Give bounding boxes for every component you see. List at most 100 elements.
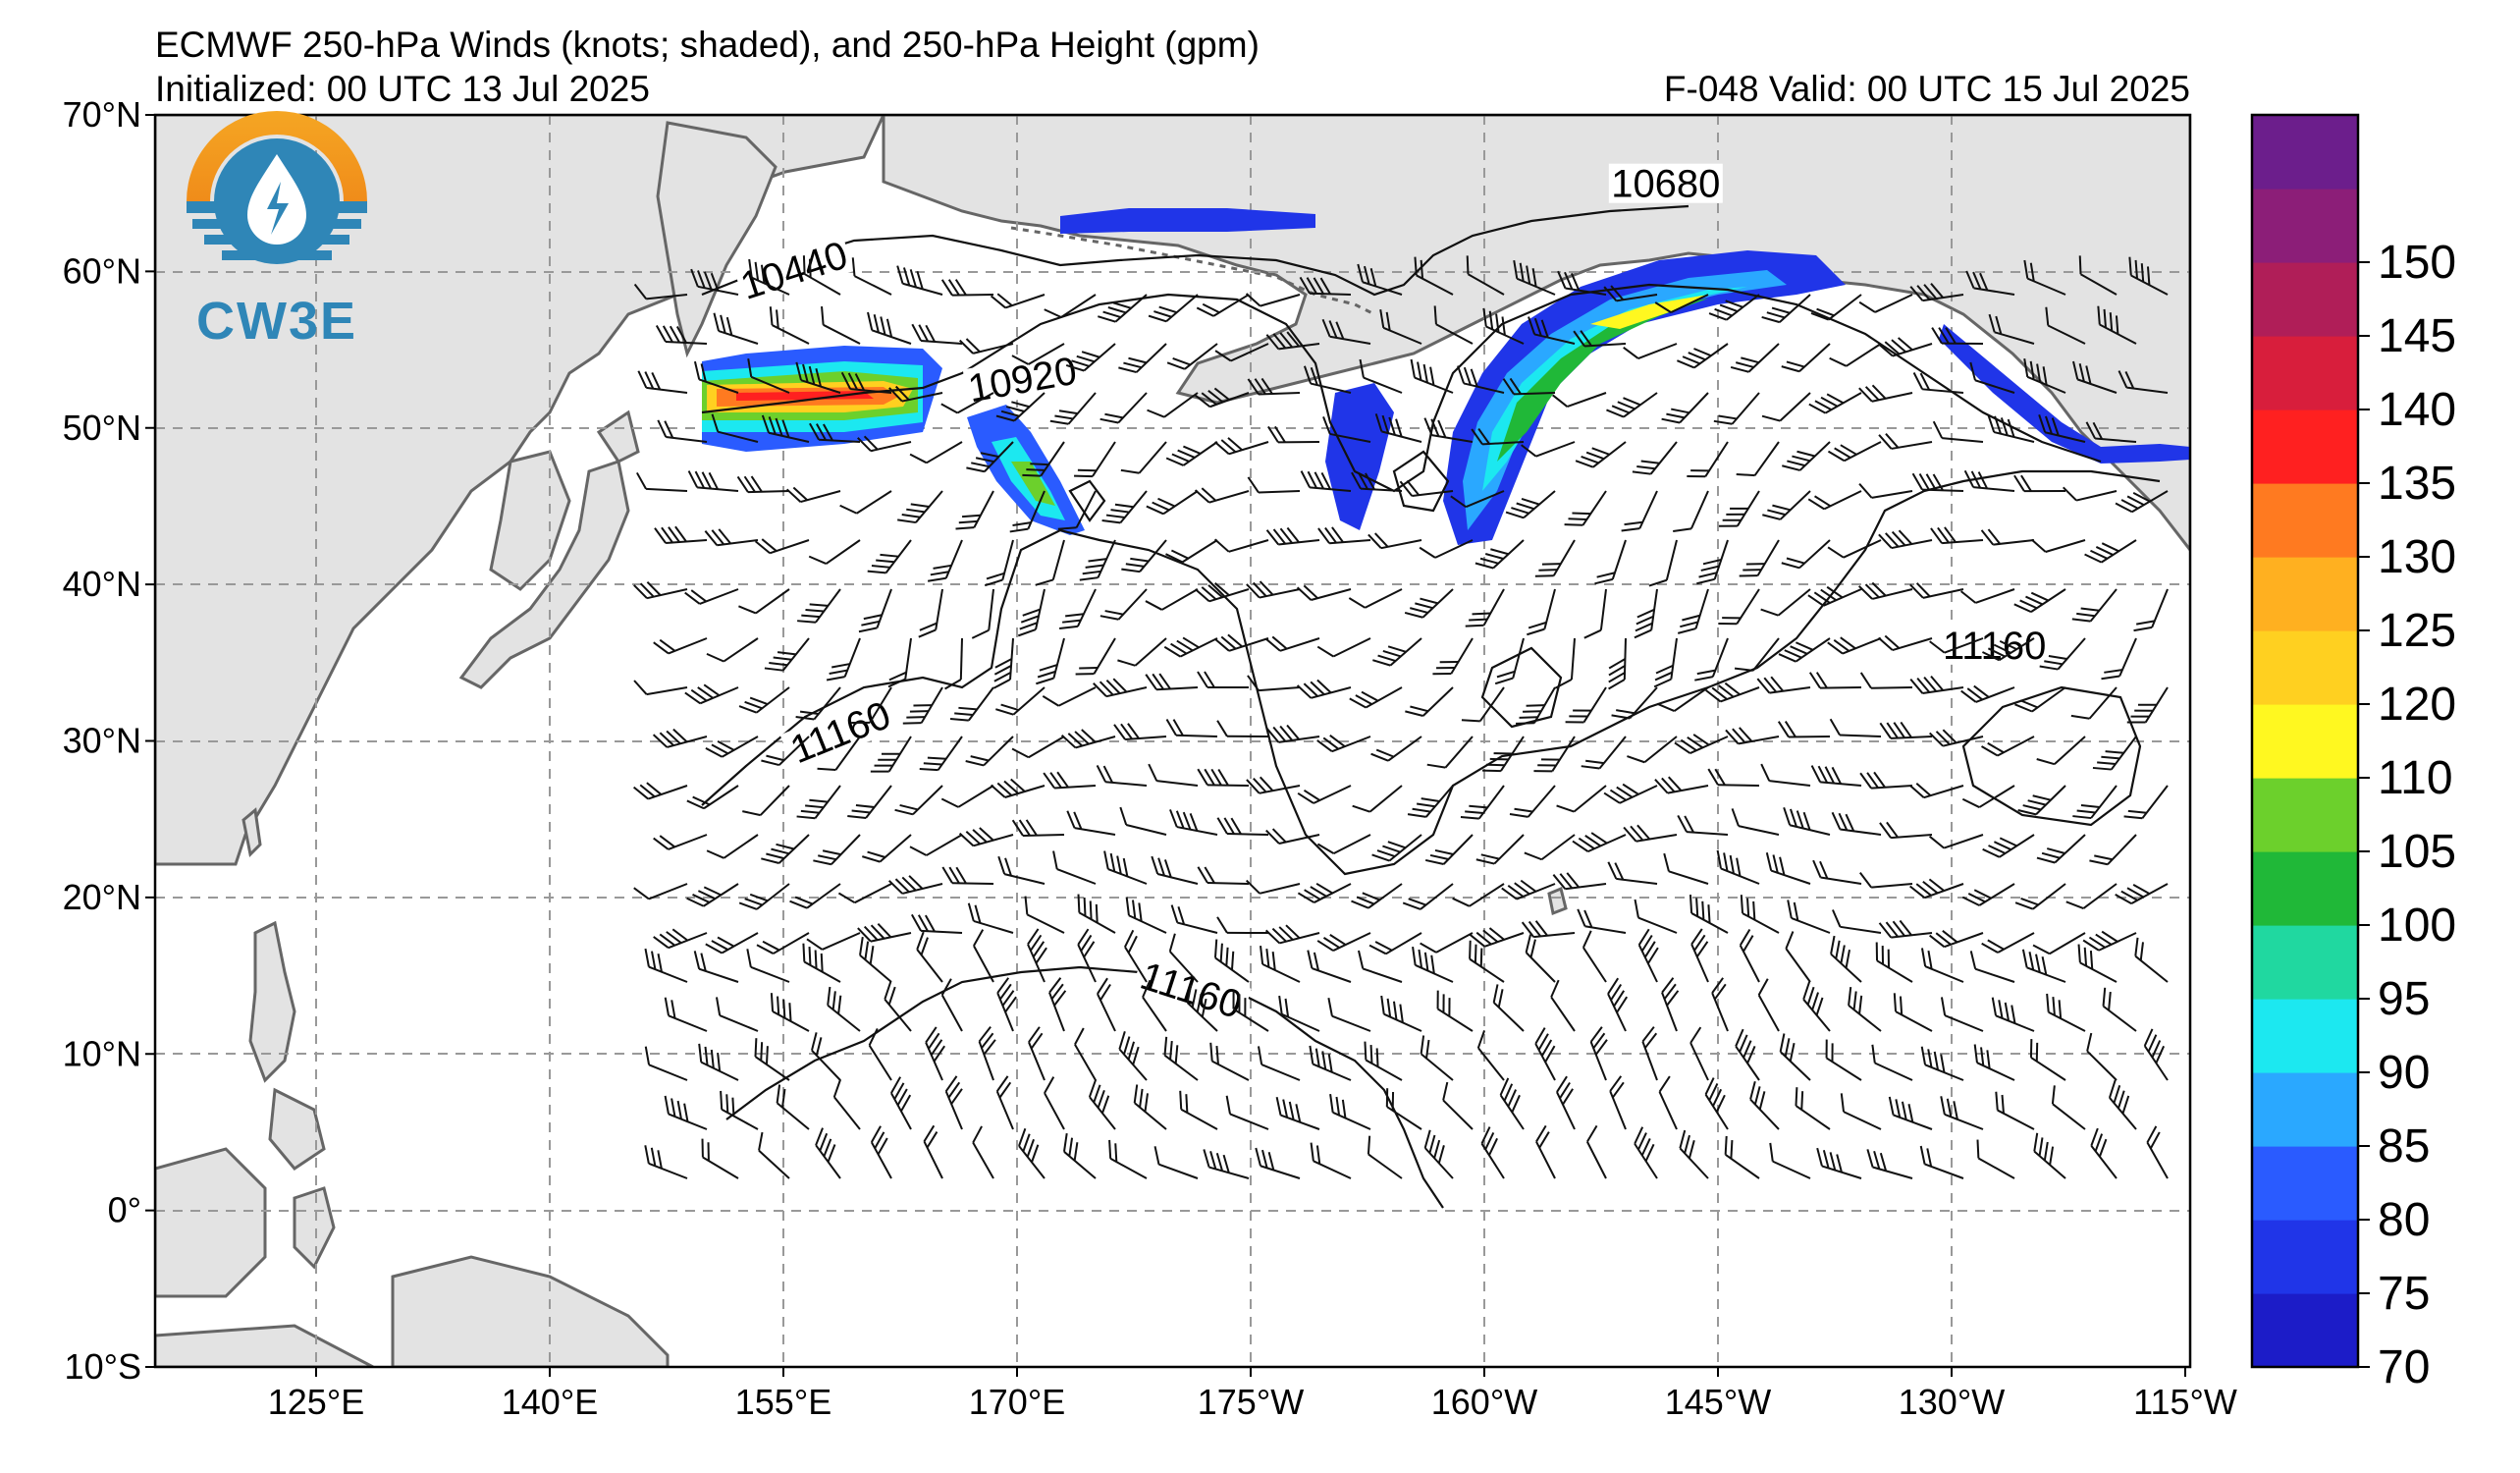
wind-barb <box>896 265 943 296</box>
wind-barb <box>1426 736 1474 769</box>
wind-barb <box>633 883 688 900</box>
wind-barb <box>2133 588 2169 632</box>
wind-barb <box>2033 1132 2066 1179</box>
wind-barb <box>706 637 759 663</box>
wind-barb <box>1557 270 1607 296</box>
wind-barb <box>1827 441 1882 463</box>
wind-barb <box>858 588 892 633</box>
wind-barb <box>1044 294 1097 318</box>
wind-barb <box>1909 283 1964 302</box>
wind-barb <box>826 637 861 682</box>
wind-barb <box>2065 883 2118 910</box>
wind-barb <box>1232 990 1269 1032</box>
wind-barb <box>1432 637 1474 676</box>
longitude-labels: 125°E 140°E 155°E 170°E 175°W 160°W 145°W 130°W… <box>268 1367 2237 1422</box>
wind-barb <box>2036 736 2086 766</box>
wind-barb <box>1216 916 1269 934</box>
wind-barb <box>1634 899 1678 934</box>
wind-barb <box>972 1125 994 1179</box>
wind-barb <box>1730 343 1780 373</box>
wind-barb <box>1585 1124 1607 1179</box>
lon-tick-label: 145°W <box>1665 1382 1771 1422</box>
wind-barb <box>1420 932 1474 954</box>
wind-barb <box>2128 256 2169 296</box>
wind-barb <box>1981 637 2035 662</box>
wind-barb <box>1679 1129 1709 1179</box>
wind-barb <box>1607 861 1658 885</box>
wind-barb <box>687 470 739 492</box>
initialized-label: Initialized: 00 UTC 13 Jul 2025 <box>155 69 650 109</box>
wind-barb <box>1300 470 1352 492</box>
wind-barb <box>1554 637 1576 689</box>
wind-barb <box>1412 947 1454 983</box>
wind-barb <box>1658 1075 1678 1130</box>
wind-barb <box>1525 934 1556 983</box>
wind-barb <box>1197 671 1250 688</box>
wind-barb <box>2071 588 2118 623</box>
wind-barb <box>632 782 688 800</box>
wind-barb <box>758 1131 790 1179</box>
wind-barb <box>1042 686 1097 707</box>
lat-tick-label: 10°S <box>65 1346 141 1387</box>
wind-barb <box>1653 637 1678 688</box>
wind-barb <box>1163 1036 1199 1081</box>
wind-barb <box>1043 771 1097 790</box>
wind-barb <box>1036 637 1065 685</box>
wind-barb <box>1961 785 2015 808</box>
wind-barb <box>997 855 1046 885</box>
wind-barb <box>1736 441 1780 477</box>
wind-barb <box>940 392 994 414</box>
wind-barb <box>1637 928 1659 983</box>
wind-barb <box>2072 360 2118 394</box>
wind-barb <box>1827 636 1882 655</box>
wind-barb <box>1066 810 1116 836</box>
wind-barb <box>1829 718 1882 737</box>
wind-barb <box>1564 490 1607 526</box>
wind-barb <box>693 951 739 983</box>
wind-barb <box>1124 929 1148 983</box>
wind-barb <box>1125 897 1167 934</box>
wind-barb <box>754 538 810 555</box>
wind-barb <box>690 268 739 296</box>
wind-barb <box>644 1145 688 1179</box>
wind-barb <box>1213 939 1250 983</box>
wind-barb <box>1275 1096 1320 1130</box>
wind-barb <box>1663 852 1709 885</box>
wind-barb <box>1316 834 1371 855</box>
wind-barb <box>1707 768 1760 787</box>
wind-barb <box>867 539 912 574</box>
wind-barb <box>1297 785 1352 804</box>
wind-barb <box>1194 582 1250 603</box>
wind-barb <box>1694 637 1729 682</box>
wind-barb <box>795 686 841 721</box>
colorbar-segment <box>2252 189 2358 263</box>
wind-barb <box>1807 585 1862 607</box>
wind-barb <box>1470 927 1525 948</box>
wind-barb <box>693 360 739 394</box>
wind-barb <box>1358 950 1403 983</box>
wind-barb <box>847 785 892 820</box>
wind-barb <box>1739 928 1760 983</box>
wind-barb <box>1779 1033 1811 1081</box>
wind-barb <box>1816 1147 1862 1179</box>
wind-barb <box>2029 1039 2066 1081</box>
wind-barb <box>770 993 810 1032</box>
wind-barb <box>1524 834 1576 861</box>
wind-barb <box>927 539 963 582</box>
wind-barb <box>1756 676 1811 694</box>
wind-barb <box>1471 428 1525 446</box>
wind-barb <box>1982 834 2035 858</box>
wind-barb <box>944 637 963 690</box>
wind-barb <box>706 834 759 859</box>
wind-barb <box>1572 832 1627 853</box>
wind-barb <box>817 736 861 772</box>
wind-barb <box>1740 895 1780 934</box>
wind-barb <box>1474 539 1525 570</box>
wind-barb <box>1213 538 1269 553</box>
wind-barb <box>754 1038 790 1081</box>
wind-barb <box>1674 734 1729 754</box>
wind-barb <box>1621 490 1658 532</box>
colorbar-segment <box>2252 1293 2358 1368</box>
wind-barb <box>2082 930 2137 952</box>
wind-barb <box>1594 539 1627 585</box>
